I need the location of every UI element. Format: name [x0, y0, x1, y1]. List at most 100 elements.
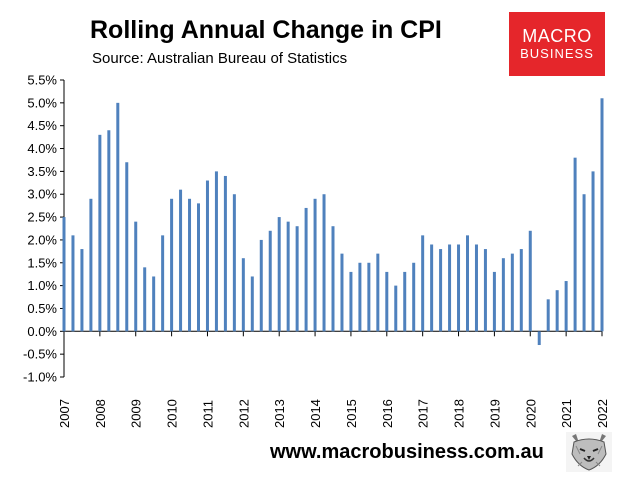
y-tick-label: 2.5%: [27, 210, 57, 225]
macrobusiness-logo[interactable]: MACRO BUSINESS: [509, 12, 605, 76]
y-tick-label: -1.0%: [23, 370, 57, 385]
x-year-label: 2012: [236, 399, 251, 428]
y-tick-label: 5.0%: [27, 95, 57, 110]
website-url[interactable]: www.macrobusiness.com.au: [270, 441, 544, 463]
x-year-label: 2007: [57, 399, 72, 428]
bar: [546, 299, 550, 332]
bar: [367, 262, 371, 332]
bar: [564, 281, 568, 332]
bar: [340, 253, 344, 332]
y-tick-label: 3.5%: [27, 164, 57, 179]
bar: [439, 249, 443, 332]
bar: [510, 253, 514, 332]
y-tick-label: 0.0%: [27, 324, 57, 339]
bar: [214, 171, 218, 332]
bar: [304, 207, 308, 332]
chart-title: Rolling Annual Change in CPI: [90, 16, 442, 44]
bar: [430, 244, 434, 332]
x-year-label: 2008: [93, 399, 108, 428]
bar: [250, 276, 254, 332]
x-year-label: 2009: [129, 399, 144, 428]
bar: [179, 189, 183, 332]
bar: [474, 244, 478, 332]
bar: [134, 221, 138, 332]
bar: [573, 157, 577, 332]
bar: [385, 271, 389, 332]
x-year-label: 2014: [308, 399, 323, 428]
bar: [188, 198, 192, 332]
logo-line1: MACRO: [522, 26, 592, 46]
bar: [466, 235, 469, 332]
bar: [555, 290, 559, 332]
bar: [537, 331, 541, 346]
bar: [232, 194, 236, 332]
bar: [197, 203, 200, 332]
x-year-label: 2019: [487, 399, 502, 428]
logo-line2: BUSINESS: [520, 46, 594, 61]
bar: [125, 162, 129, 332]
y-tick-label: 1.5%: [27, 255, 57, 270]
bar: [107, 130, 111, 332]
x-year-label: 2015: [344, 399, 359, 428]
bar: [259, 239, 263, 332]
y-axis: -1.0% -0.5% 0.0% 0.5% 1.0% 1.5% 2.0% 2.5% 3.0% 3.…: [23, 73, 65, 385]
bar: [241, 258, 245, 332]
y-tick-label: -0.5%: [23, 347, 57, 362]
y-tick-label: 0.5%: [27, 301, 57, 316]
bar: [71, 235, 75, 332]
bar: [89, 198, 93, 332]
x-year-label: 2022: [595, 399, 610, 428]
bar: [295, 226, 299, 332]
bar: [322, 194, 326, 332]
y-tick-label: 4.5%: [27, 118, 57, 133]
bar: [170, 198, 174, 332]
bar: [143, 267, 147, 332]
bar: [313, 198, 317, 332]
bar: [394, 285, 398, 332]
x-year-label: 2018: [452, 399, 467, 428]
wolf-icon: [566, 432, 612, 472]
x-axis: 2007 2008 2009 2010 2011 2012 2013 2014 2015 2016…: [57, 330, 610, 428]
bar: [421, 235, 425, 332]
bar: [457, 244, 461, 332]
x-year-label: 2011: [200, 400, 215, 428]
bar: [483, 249, 487, 332]
bar: [80, 249, 84, 332]
bar: [223, 175, 227, 332]
bar-series: [62, 98, 604, 346]
x-year-label: 2010: [165, 399, 180, 428]
bar: [161, 235, 165, 332]
bar: [528, 230, 532, 332]
y-tick-label: 4.0%: [27, 141, 57, 156]
bar: [412, 262, 416, 332]
bar: [331, 226, 335, 332]
bar: [376, 253, 380, 332]
bar: [152, 276, 156, 332]
bar: [205, 180, 209, 332]
x-year-label: 2013: [272, 399, 287, 428]
bar: [600, 98, 604, 332]
bar: [492, 271, 496, 332]
bar: [501, 258, 505, 332]
bar: [591, 171, 595, 332]
bar: [403, 271, 407, 332]
bar: [116, 102, 120, 332]
y-tick-label: 3.0%: [27, 187, 57, 202]
bar: [277, 217, 281, 332]
bar: [448, 244, 452, 332]
y-tick-label: 1.0%: [27, 278, 57, 293]
y-tick-label: 5.5%: [27, 73, 57, 88]
x-year-label: 2016: [380, 399, 395, 428]
bar: [62, 217, 66, 332]
x-year-label: 2020: [523, 399, 538, 428]
bar: [519, 249, 523, 332]
bar: [286, 221, 290, 332]
bar: [98, 134, 102, 332]
bar: [582, 194, 586, 332]
chart-subtitle: Source: Australian Bureau of Statistics: [92, 50, 348, 67]
bar: [358, 262, 362, 332]
bar: [268, 230, 272, 332]
x-year-label: 2021: [559, 399, 574, 428]
x-year-label: 2017: [416, 399, 431, 428]
